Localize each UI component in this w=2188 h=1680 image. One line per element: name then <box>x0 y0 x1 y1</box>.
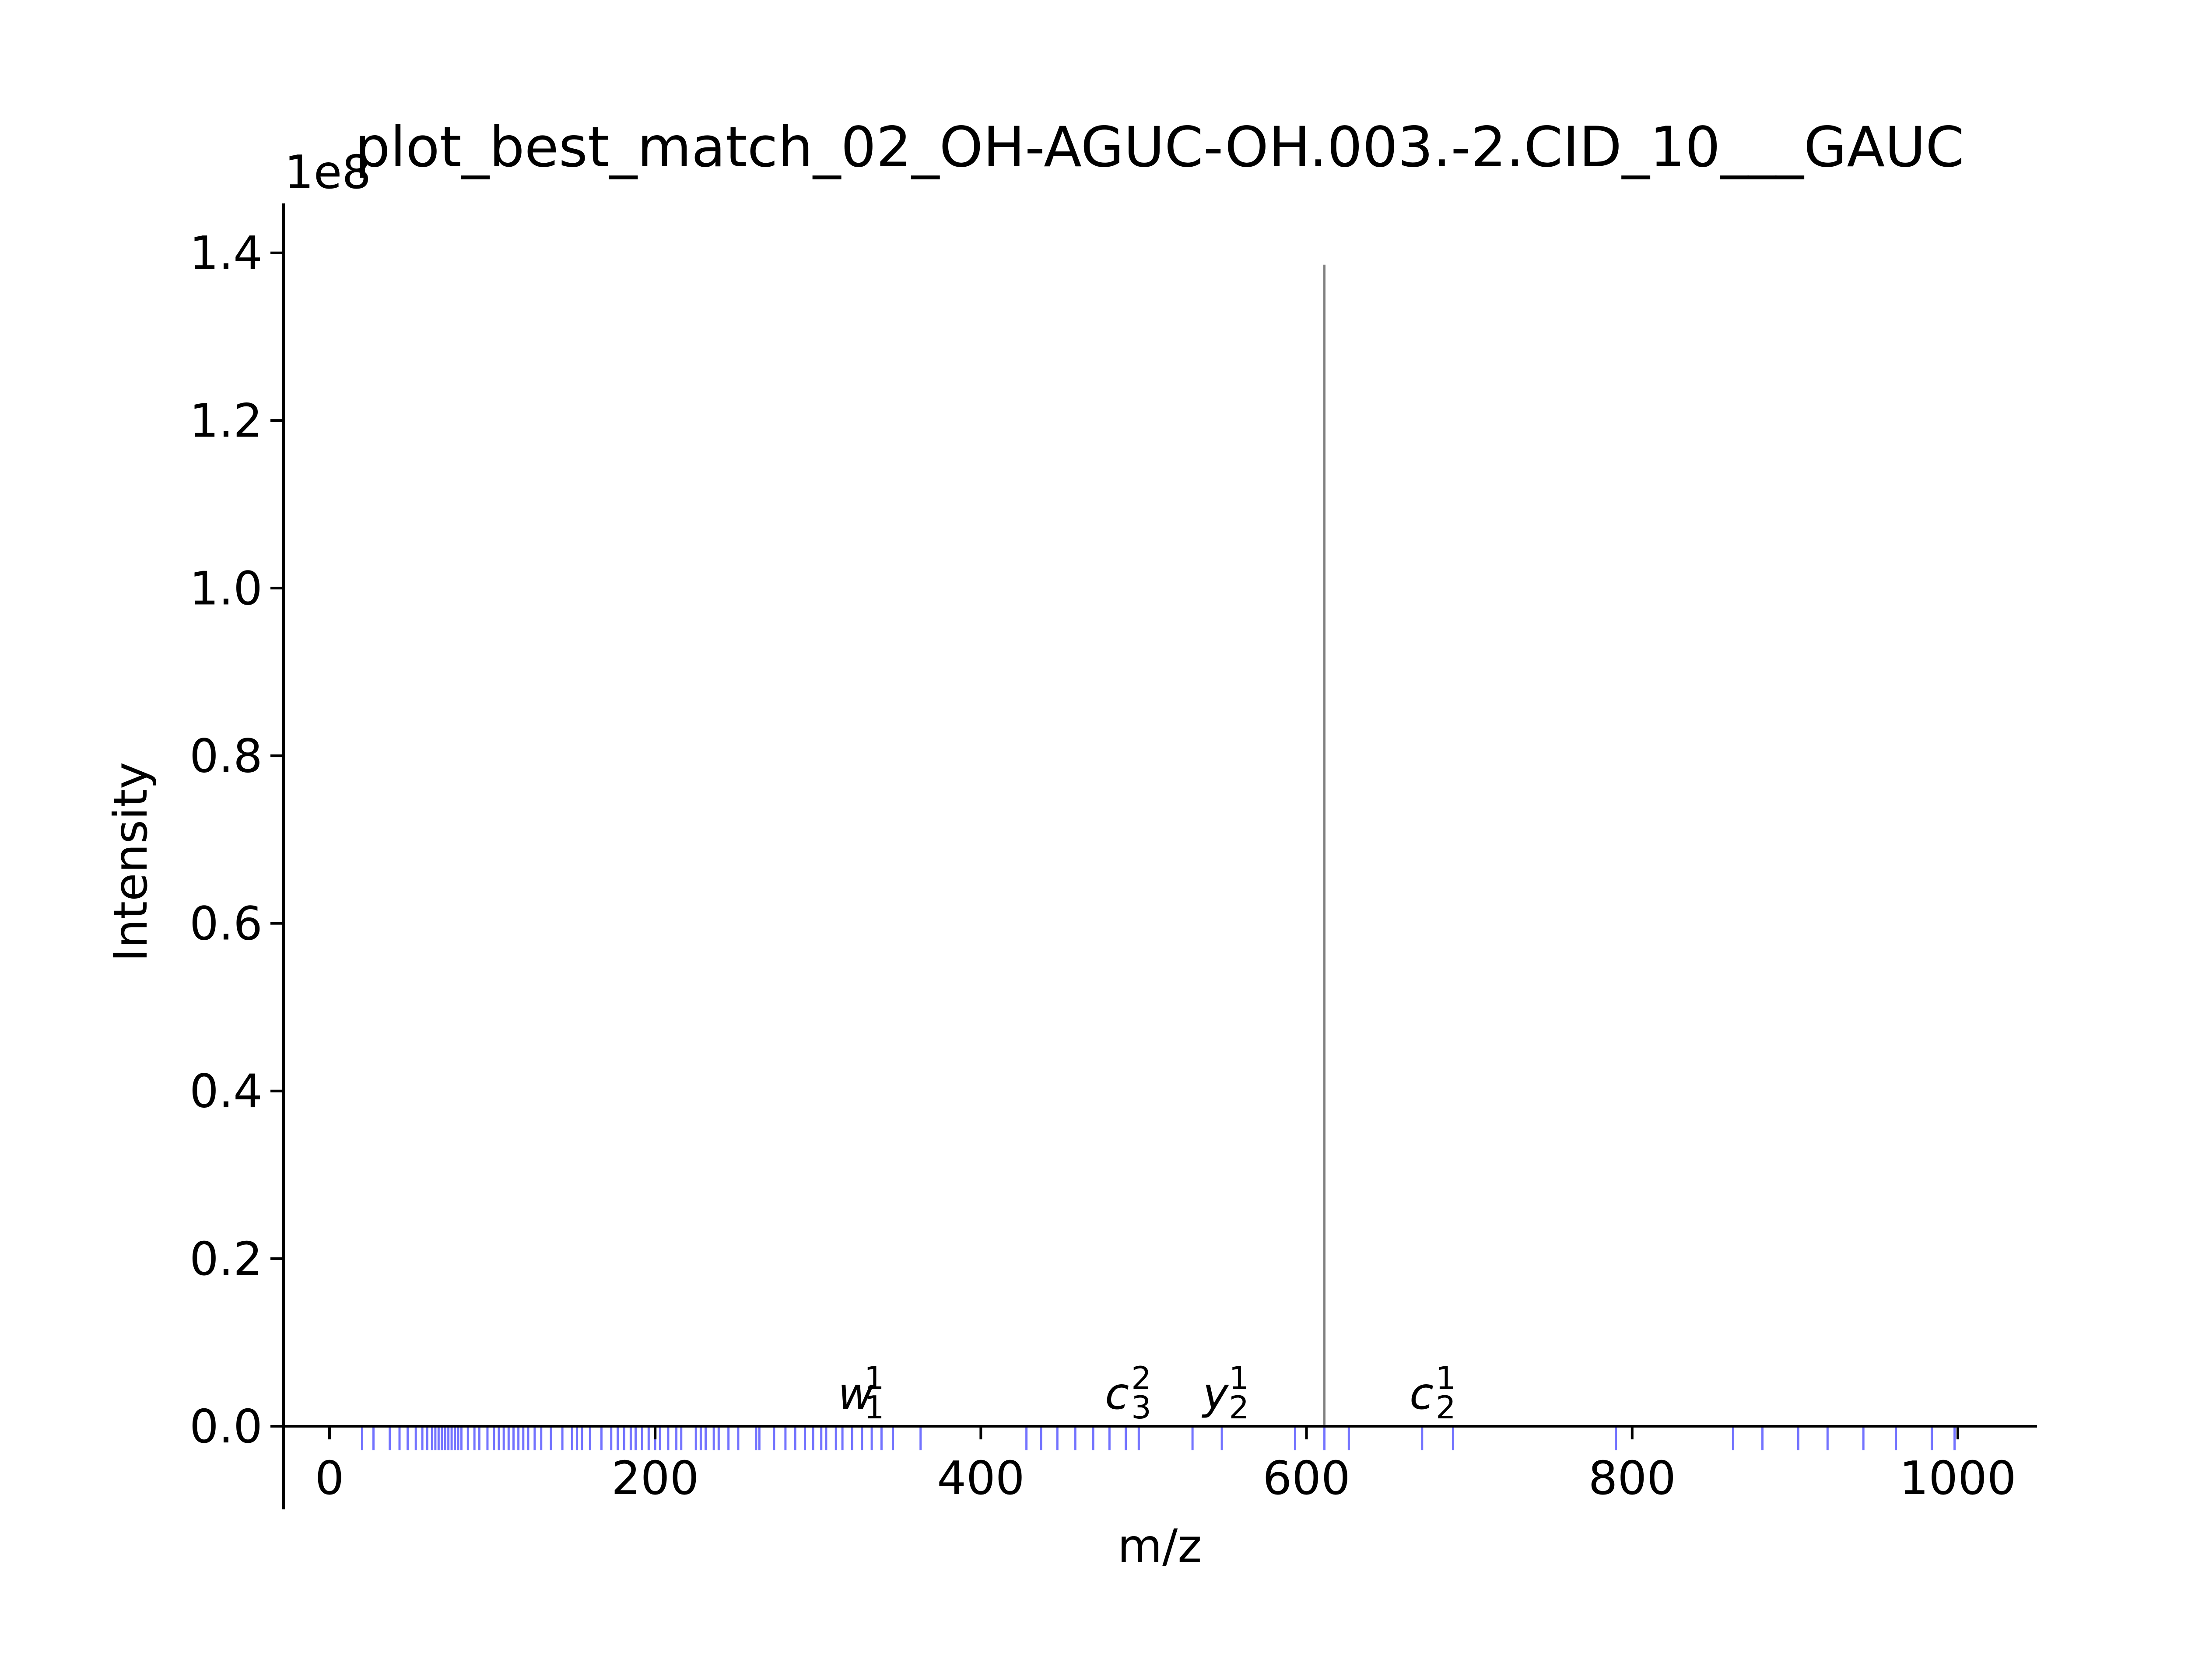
ion-annotation-base: w <box>838 1368 874 1419</box>
ion-annotation: y 12 <box>1201 1360 1249 1426</box>
y-tick-label: 0.2 <box>189 1232 263 1286</box>
x-tick-label: 0 <box>315 1452 344 1505</box>
ion-annotation-sub: 2 <box>1229 1389 1249 1426</box>
ion-annotation-sup: 1 <box>864 1360 884 1396</box>
x-tick-label: 1000 <box>1899 1452 2016 1505</box>
y-tick-label: 0.8 <box>189 729 263 783</box>
x-tick-label: 800 <box>1588 1452 1676 1505</box>
ion-annotation-base: c <box>1105 1368 1129 1419</box>
ion-annotation-sub: 2 <box>1436 1389 1456 1426</box>
y-tick-label: 1.2 <box>189 394 263 448</box>
chart-title: plot_best_match_02_OH-AGUC-OH.003.-2.CID… <box>355 115 1964 179</box>
x-tick-label: 200 <box>611 1452 699 1505</box>
x-axis-label: m/z <box>1118 1519 1202 1573</box>
ion-annotation-sup: 2 <box>1131 1360 1151 1396</box>
y-tick-label: 1.0 <box>189 562 263 615</box>
x-tick-label: 400 <box>937 1452 1024 1505</box>
ion-annotation-base: y <box>1201 1368 1229 1419</box>
x-tick-label: 600 <box>1262 1452 1350 1505</box>
y-axis-label: Intensity <box>104 762 158 962</box>
ion-annotation-sup: 1 <box>1436 1360 1456 1396</box>
ion-annotation-sub: 1 <box>864 1389 884 1426</box>
ion-annotation-base: c <box>1410 1368 1434 1419</box>
y-tick-label: 0.6 <box>189 897 263 951</box>
y-offset-label: 1e8 <box>284 146 371 199</box>
y-tick-label: 0.0 <box>189 1400 263 1453</box>
ion-annotation: c 12 <box>1410 1360 1456 1426</box>
ion-annotation-sub: 3 <box>1131 1389 1151 1426</box>
ion-annotation: c 23 <box>1105 1360 1151 1426</box>
ion-annotation-sup: 1 <box>1229 1360 1249 1396</box>
ion-annotation: w11 <box>838 1360 884 1426</box>
y-tick-label: 0.4 <box>189 1065 263 1118</box>
y-tick-label: 1.4 <box>189 227 263 280</box>
plot-area: 0 200 400 600 800 1000 0.0 0.2 0.4 0.6 0.8 1.0 1.2 1.… <box>189 203 2037 1509</box>
